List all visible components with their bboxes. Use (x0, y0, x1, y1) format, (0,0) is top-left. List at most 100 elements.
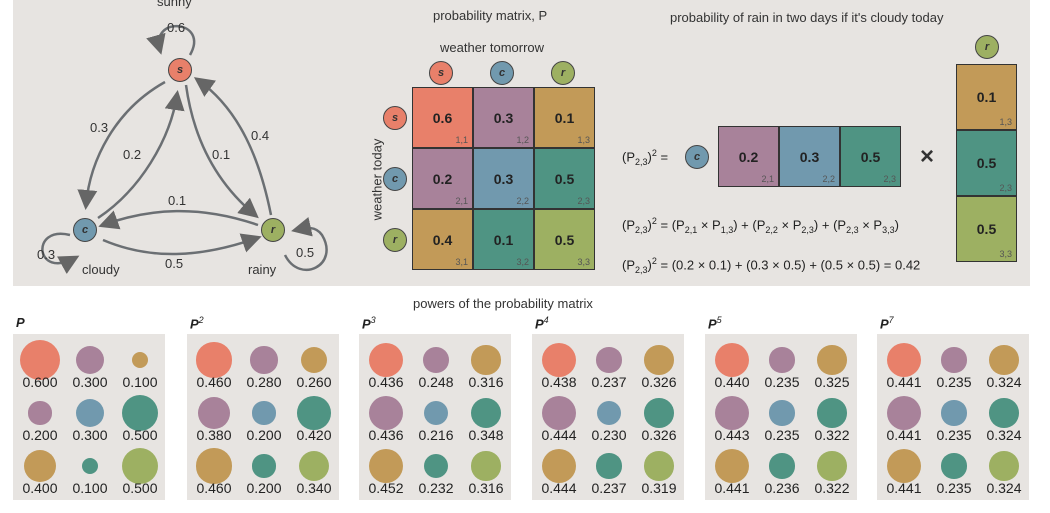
cell-index: 2,3 (577, 196, 590, 206)
value-circle (81, 457, 99, 475)
state-label-s: sunny (157, 0, 192, 9)
power-title: P2 (190, 315, 204, 332)
edge-c-r (102, 233, 262, 256)
state-graph (41, 25, 328, 274)
value-circle (596, 400, 622, 426)
value-circle (196, 342, 232, 378)
value-circle (424, 401, 448, 425)
cell-value: 0.5 (976, 221, 997, 237)
edge-s-r (184, 84, 259, 219)
cell-value: 0.3 (493, 110, 514, 126)
edge-prob-s-r: 0.1 (212, 147, 231, 162)
power-value: 0.235 (764, 427, 800, 443)
subscript: 2,3 (635, 224, 648, 235)
value-circle (541, 342, 577, 378)
matrix-cell: 0.5 2,3 (534, 148, 595, 209)
power-value: 0.300 (72, 374, 108, 390)
value-circle (769, 453, 795, 479)
subscript: 2,3 (801, 224, 814, 235)
power-value: 0.237 (591, 374, 627, 390)
power-value: 0.235 (936, 427, 972, 443)
matrix-cell: 0.3 1,2 (473, 87, 534, 148)
value-circle (198, 397, 230, 429)
cell-value: 0.4 (432, 232, 453, 248)
power-value: 0.326 (641, 427, 677, 443)
value-circle (817, 345, 847, 375)
value-circle (20, 340, 60, 380)
power-value: 0.441 (714, 480, 750, 496)
edge-s-c (77, 80, 166, 210)
power-value: 0.436 (368, 374, 404, 390)
edge-prob-c-s: 0.2 (123, 147, 142, 162)
value-circle (596, 453, 622, 479)
value-circle (989, 398, 1019, 428)
power-value: 0.438 (541, 374, 577, 390)
power-value: 0.324 (986, 427, 1022, 443)
value-circle (769, 347, 795, 373)
power-exponent: 5 (716, 315, 722, 325)
power-value: 0.100 (72, 480, 108, 496)
value-circle (23, 449, 57, 483)
subscript: 1,3 (720, 224, 734, 235)
power-value: 0.200 (246, 427, 282, 443)
value-circle (886, 448, 922, 484)
state-node-c: c (383, 167, 407, 191)
value-circle (541, 448, 577, 484)
equation-lhs: (P2,3)2 = (622, 148, 669, 167)
power-value: 0.440 (714, 374, 750, 390)
cell-index: 1,3 (577, 135, 590, 145)
power-value: 0.319 (641, 480, 677, 496)
power-panel: 0.600 0.300 0.100 0.200 0.300 0.500 0.400 0.100… (13, 334, 165, 500)
power-panel: 0.440 0.235 0.325 0.443 0.235 0.322 0.441 0.236… (705, 334, 857, 500)
cell-value: 0.3 (799, 149, 820, 165)
cell-index: 2,3 (883, 174, 896, 184)
power-value: 0.248 (418, 374, 454, 390)
power-value: 0.200 (246, 480, 282, 496)
power-value: 0.326 (641, 374, 677, 390)
cell-index: 2,1 (455, 196, 468, 206)
value-circle (252, 401, 276, 425)
edge-r-c (98, 209, 259, 230)
value-circle (644, 398, 674, 428)
power-value: 0.280 (246, 374, 282, 390)
matrix-cell: 0.1 3,2 (473, 209, 534, 270)
value-circle (298, 450, 330, 482)
edge-r-s (193, 77, 273, 216)
edge-prob-r-s: 0.4 (251, 128, 270, 143)
power-value: 0.300 (72, 427, 108, 443)
power-title: P5 (708, 315, 722, 332)
value-circle (644, 451, 674, 481)
subscript: 2,3 (846, 224, 859, 235)
value-circle (817, 398, 847, 428)
value-circle (886, 395, 922, 431)
value-circle (769, 400, 795, 426)
power-value: 0.443 (714, 427, 750, 443)
power-title: P4 (535, 315, 549, 332)
col-vector-cell: 0.5 3,3 (956, 196, 1017, 262)
value-circle (644, 345, 674, 375)
power-value: 0.322 (814, 480, 850, 496)
state-node-r: r (261, 218, 285, 242)
col-axis-label: weather tomorrow (440, 40, 545, 55)
power-value: 0.441 (886, 480, 922, 496)
power-value: 0.322 (814, 427, 850, 443)
value-circle (131, 351, 149, 369)
edge-prob-s-s: 0.6 (167, 20, 186, 35)
value-circle (941, 453, 967, 479)
power-value: 0.348 (468, 427, 504, 443)
value-circle (886, 342, 922, 378)
value-circle (423, 347, 449, 373)
value-circle (941, 400, 967, 426)
power-exponent: 2 (198, 315, 204, 325)
cell-value: 0.3 (493, 171, 514, 187)
power-value: 0.460 (196, 480, 232, 496)
state-node-r: r (551, 61, 575, 85)
power-title: P (16, 315, 25, 330)
cell-value: 0.5 (554, 171, 575, 187)
matrix-title: probability matrix, P (433, 8, 548, 23)
power-panel: 0.460 0.280 0.260 0.380 0.200 0.420 0.460 0.200… (187, 334, 339, 500)
power-value: 0.236 (764, 480, 800, 496)
power-panel: 0.436 0.248 0.316 0.436 0.216 0.348 0.452 0.232… (359, 334, 511, 500)
power-value: 0.444 (541, 427, 577, 443)
edge-r-r (283, 216, 328, 272)
